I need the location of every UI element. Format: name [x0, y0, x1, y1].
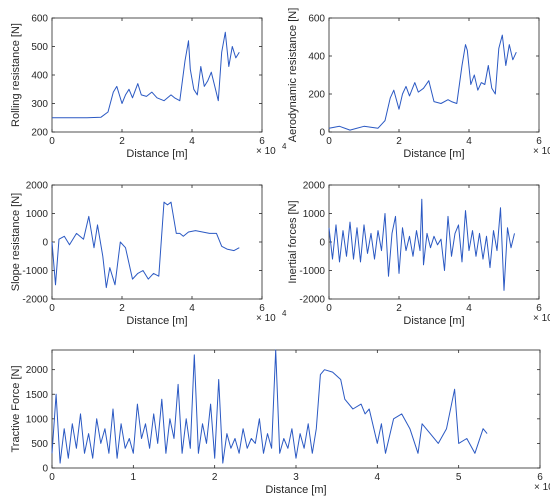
y-tick-label: 1000: [303, 209, 326, 220]
y-axis-label: Aerodynamic resistance [N]: [287, 8, 299, 143]
x-tick-label: 2: [396, 136, 402, 147]
y-axis-label: Inertial forces [N]: [287, 200, 299, 283]
y-tick-label: 200: [31, 128, 48, 139]
x-axis-label: Distance [m]: [126, 148, 187, 160]
x-tick-label: 3: [293, 472, 299, 483]
x-tick-label: 6: [259, 303, 265, 314]
x-tick-label: 6: [536, 303, 542, 314]
y-tick-label: -2000: [299, 295, 325, 306]
y-tick-label: 0: [319, 128, 325, 139]
x-tick-label: 5: [456, 472, 462, 483]
x-tick-label: 0: [326, 136, 332, 147]
series-line: [51, 201, 240, 289]
x-tick-label: 2: [119, 136, 125, 147]
x-tick-label: 1: [131, 472, 137, 483]
x-tick-label: 4: [466, 303, 472, 314]
y-tick-label: 2000: [26, 181, 49, 192]
y-tick-label: -2000: [22, 295, 48, 306]
x-tick-label: 4: [189, 303, 195, 314]
y-tick-label: 400: [31, 71, 48, 82]
series-line: [52, 31, 240, 119]
y-tick-label: 2000: [303, 181, 326, 192]
x-exponent-base: × 10: [534, 482, 550, 493]
series-line: [328, 34, 517, 131]
x-exponent-power: 4: [282, 309, 287, 318]
x-exponent-power: 4: [282, 142, 287, 151]
y-tick-label: -1000: [22, 266, 48, 277]
x-tick-label: 4: [466, 136, 472, 147]
y-tick-label: -1000: [299, 266, 325, 277]
x-tick-label: 2: [119, 303, 125, 314]
y-axis-label: Rolling resistance [N]: [10, 23, 22, 127]
y-tick-label: 0: [42, 238, 48, 249]
chart-3: 0 2 4 6 -2000 -1000 0 1000 2000 Distance [m] Slope…: [10, 181, 287, 328]
x-tick-label: 0: [49, 303, 55, 314]
y-tick-label: 200: [308, 90, 325, 101]
y-tick-label: 1000: [26, 414, 49, 425]
y-tick-label: 0: [42, 464, 48, 475]
y-tick-label: 2000: [26, 365, 49, 376]
x-axis-label: Distance [m]: [126, 315, 187, 327]
x-tick-label: 0: [326, 303, 332, 314]
chart-2: 0 2 4 6 0 200 400 600 Distance [m] Aerodynamic re…: [287, 8, 550, 160]
x-tick-label: 0: [49, 472, 55, 483]
x-exponent-base: × 10: [256, 313, 276, 324]
x-exponent-base: × 10: [533, 313, 550, 324]
x-exponent-base: × 10: [256, 146, 276, 157]
chart-4: 0 2 4 6 -2000 -1000 0 1000 2000 Distance [m] Inert…: [287, 181, 550, 328]
y-tick-label: 400: [308, 52, 325, 63]
x-axis-label: Distance [m]: [265, 484, 326, 496]
x-tick-label: 6: [537, 472, 543, 483]
x-axis-label: Distance [m]: [403, 315, 464, 327]
x-tick-label: 2: [396, 303, 402, 314]
x-tick-label: 4: [375, 472, 381, 483]
series-line: [328, 198, 515, 291]
x-tick-label: 2: [212, 472, 218, 483]
plot-frame: [328, 17, 540, 133]
x-tick-label: 6: [536, 136, 542, 147]
x-axis-label: Distance [m]: [403, 148, 464, 160]
y-tick-label: 1500: [26, 390, 49, 401]
x-exponent-base: × 10: [533, 146, 550, 157]
y-tick-label: 600: [308, 14, 325, 25]
y-tick-label: 0: [319, 238, 325, 249]
series-line: [51, 349, 488, 464]
y-tick-label: 500: [31, 42, 48, 53]
y-axis-label: Slope resistance [N]: [10, 193, 22, 291]
y-tick-label: 500: [31, 439, 48, 450]
x-tick-label: 6: [259, 136, 265, 147]
chart-5: 0 1 2 3 4 5 6 0 500 1000 1500 2000 Distance [m] Tract…: [10, 349, 550, 496]
chart-1: 0 2 4 6 200 300 400 500 600 Distance [m] Rolling r…: [10, 14, 287, 161]
y-tick-label: 300: [31, 99, 48, 110]
x-tick-label: 4: [189, 136, 195, 147]
y-tick-label: 1000: [26, 209, 49, 220]
y-axis-label: Tractive Force [N]: [10, 366, 22, 453]
x-tick-label: 0: [49, 136, 55, 147]
y-tick-label: 600: [31, 14, 48, 25]
